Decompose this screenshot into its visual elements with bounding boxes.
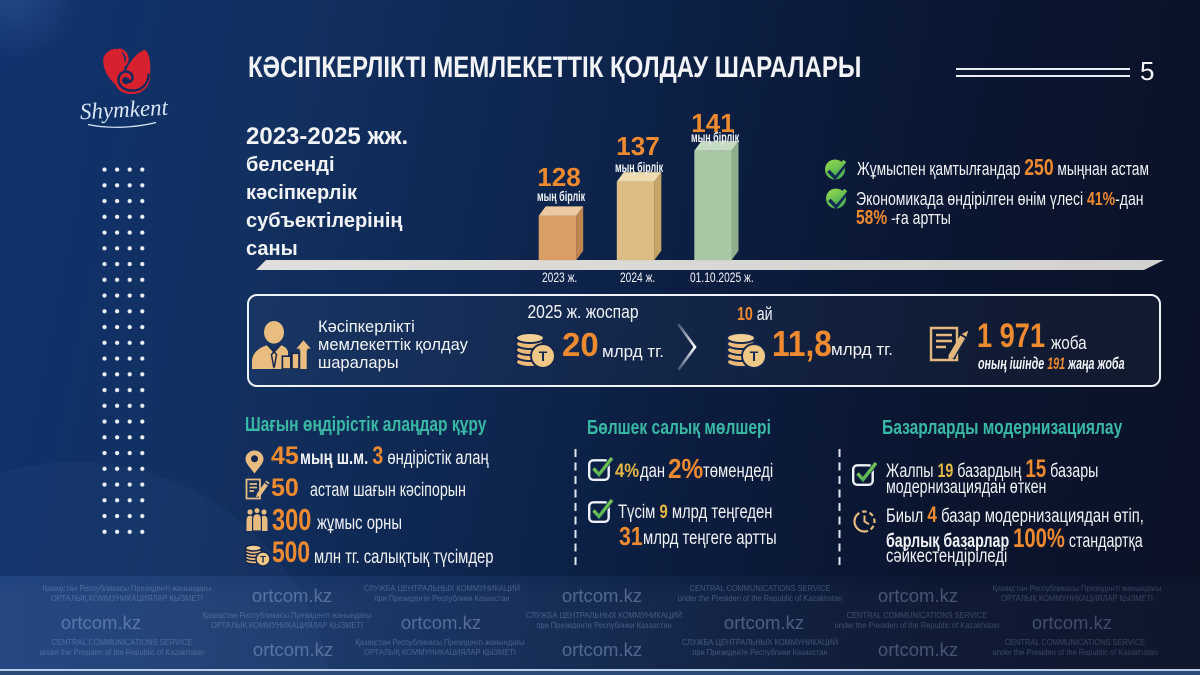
svg-text:Shymkent: Shymkent (79, 95, 169, 125)
svg-text:Т: Т (260, 555, 266, 566)
svg-text:Т: Т (750, 348, 759, 364)
svg-text:Т: Т (539, 348, 548, 364)
